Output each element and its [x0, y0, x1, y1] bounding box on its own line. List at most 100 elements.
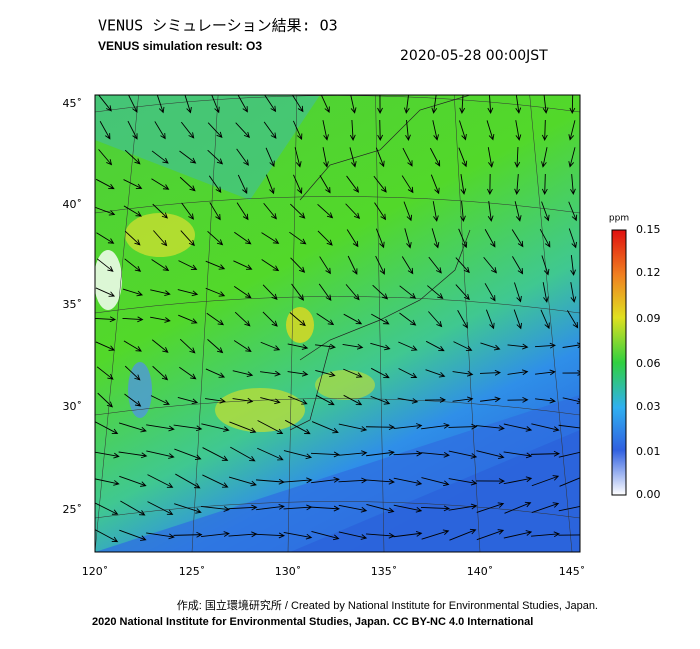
high-ozone-area	[125, 213, 195, 257]
wind-arrow	[347, 255, 358, 275]
wind-arrow	[342, 343, 364, 350]
wind-arrow	[512, 256, 524, 275]
wind-arrow	[421, 477, 450, 487]
wind-arrow	[542, 282, 549, 303]
colorbar-label: 0.01	[636, 445, 661, 458]
high-ozone-area	[215, 388, 305, 432]
meridian	[191, 95, 219, 552]
wind-arrow	[449, 528, 477, 541]
wind-arrow	[201, 423, 230, 432]
wind-arrow	[431, 95, 438, 114]
title: VENUS シミュレーション結果: O3	[98, 17, 338, 35]
wind-arrow	[425, 369, 446, 378]
wind-arrow	[476, 502, 505, 513]
wind-arrow	[366, 504, 395, 514]
wind-arrow	[566, 310, 579, 329]
low-ozone-area	[128, 362, 152, 418]
wind-arrow	[562, 397, 580, 404]
wind-arrow	[530, 450, 561, 457]
wind-arrow	[98, 149, 113, 166]
wind-arrow	[366, 478, 395, 485]
wind-arrow	[122, 316, 144, 323]
wind-arrow	[375, 255, 385, 275]
wind-arrow	[570, 282, 577, 303]
wind-arrow	[207, 339, 224, 354]
wind-arrow	[261, 259, 280, 272]
wind-arrow	[151, 339, 169, 353]
wind-arrow	[559, 474, 580, 487]
wind-arrow	[156, 95, 165, 114]
wind-arrow	[289, 231, 307, 245]
wind-arrow	[476, 450, 505, 460]
wind-arrow	[366, 449, 395, 457]
wind-arrow	[513, 309, 522, 330]
wind-arrow	[152, 203, 168, 219]
wind-arrow	[179, 150, 197, 164]
wind-arrow	[370, 342, 391, 351]
wind-arrow	[343, 394, 363, 406]
wind-arrow	[338, 450, 368, 457]
wind-arrow	[484, 283, 496, 302]
wind-arrow	[541, 255, 550, 276]
wind-arrow	[179, 366, 197, 380]
wind-arrow	[568, 147, 576, 168]
lon-label: 140˚	[467, 565, 494, 578]
wind-arrow	[315, 370, 336, 378]
wind-arrow	[152, 365, 169, 381]
wind-arrow	[173, 424, 203, 432]
wind-arrow	[448, 478, 478, 486]
wind-arrow	[95, 421, 119, 435]
high-ozone-area	[315, 370, 375, 400]
wind-arrow	[448, 450, 478, 459]
wind-arrow	[515, 95, 522, 114]
wind-arrow	[128, 95, 138, 113]
wind-arrow	[151, 150, 169, 164]
wind-arrow	[373, 175, 387, 193]
wind-arrow	[393, 423, 423, 430]
wind-arrow	[349, 119, 356, 141]
colorbar-label: 0.09	[636, 312, 661, 325]
wind-arrow	[283, 477, 313, 484]
wind-arrow	[260, 397, 281, 405]
parallel	[95, 196, 580, 214]
map-frame	[94, 94, 581, 553]
high-ozone-area	[286, 307, 314, 343]
wind-arrow	[480, 342, 501, 351]
wind-arrow	[453, 341, 473, 351]
wind-arrow	[421, 451, 450, 458]
wind-arrow	[507, 369, 529, 376]
wind-arrow	[457, 310, 468, 329]
wind-arrow	[403, 201, 413, 222]
wind-arrow	[534, 342, 556, 349]
wind-arrow	[95, 529, 119, 543]
wind-arrow	[507, 396, 529, 403]
wind-arrow	[375, 147, 385, 168]
wind-arrow	[180, 230, 195, 247]
wind-arrow	[393, 450, 423, 457]
wind-arrow	[235, 122, 251, 139]
lat-label: 45˚	[63, 97, 83, 110]
parallel	[95, 95, 580, 113]
wind-arrow	[237, 95, 248, 113]
meridian	[529, 95, 573, 552]
wind-arrow	[428, 311, 443, 328]
wind-arrow	[260, 370, 281, 377]
wind-arrow	[541, 119, 548, 142]
lat-label: 25˚	[63, 503, 83, 516]
wind-arrow	[207, 149, 224, 165]
wind-arrow	[123, 205, 142, 217]
wind-arrow	[293, 174, 303, 195]
wind-arrow	[236, 148, 249, 166]
wind-arrow	[181, 202, 194, 220]
wind-arrow	[264, 95, 277, 113]
lon-label: 145˚	[559, 565, 586, 578]
low-ozone-area	[95, 250, 122, 310]
wind-arrow	[507, 343, 529, 350]
wind-arrow	[531, 423, 560, 432]
wind-arrow	[228, 476, 257, 487]
wind-arrow	[315, 343, 336, 350]
wind-arrow	[540, 309, 550, 330]
wind-arrow	[535, 369, 556, 376]
wind-arrow	[179, 338, 196, 354]
wind-arrow	[399, 285, 417, 299]
